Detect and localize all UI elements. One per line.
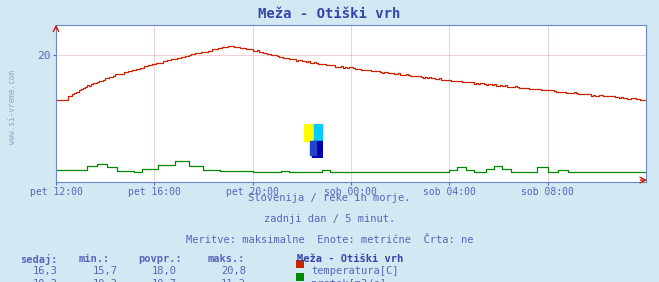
- Bar: [304, 124, 314, 141]
- Text: pretok[m3/s]: pretok[m3/s]: [311, 279, 386, 282]
- Text: 15,7: 15,7: [92, 266, 117, 276]
- Bar: [314, 124, 323, 141]
- Bar: [312, 141, 323, 158]
- Text: povpr.:: povpr.:: [138, 254, 182, 264]
- Text: Meritve: maksimalne  Enote: metrične  Črta: ne: Meritve: maksimalne Enote: metrične Črta…: [186, 235, 473, 245]
- Text: www.si-vreme.com: www.si-vreme.com: [8, 70, 17, 144]
- Text: 10,3: 10,3: [33, 279, 58, 282]
- Text: 11,2: 11,2: [221, 279, 246, 282]
- Text: 10,7: 10,7: [152, 279, 177, 282]
- Text: zadnji dan / 5 minut.: zadnji dan / 5 minut.: [264, 214, 395, 224]
- Text: maks.:: maks.:: [208, 254, 245, 264]
- Text: Meža - Otiški vrh: Meža - Otiški vrh: [297, 254, 403, 264]
- Text: Slovenija / reke in morje.: Slovenija / reke in morje.: [248, 193, 411, 203]
- Text: 10,3: 10,3: [92, 279, 117, 282]
- Text: 16,3: 16,3: [33, 266, 58, 276]
- Text: 20,8: 20,8: [221, 266, 246, 276]
- Text: min.:: min.:: [79, 254, 110, 264]
- Bar: [310, 141, 316, 155]
- Text: temperatura[C]: temperatura[C]: [311, 266, 399, 276]
- Text: Meža - Otiški vrh: Meža - Otiški vrh: [258, 7, 401, 21]
- Text: sedaj:: sedaj:: [20, 254, 57, 265]
- Text: 18,0: 18,0: [152, 266, 177, 276]
